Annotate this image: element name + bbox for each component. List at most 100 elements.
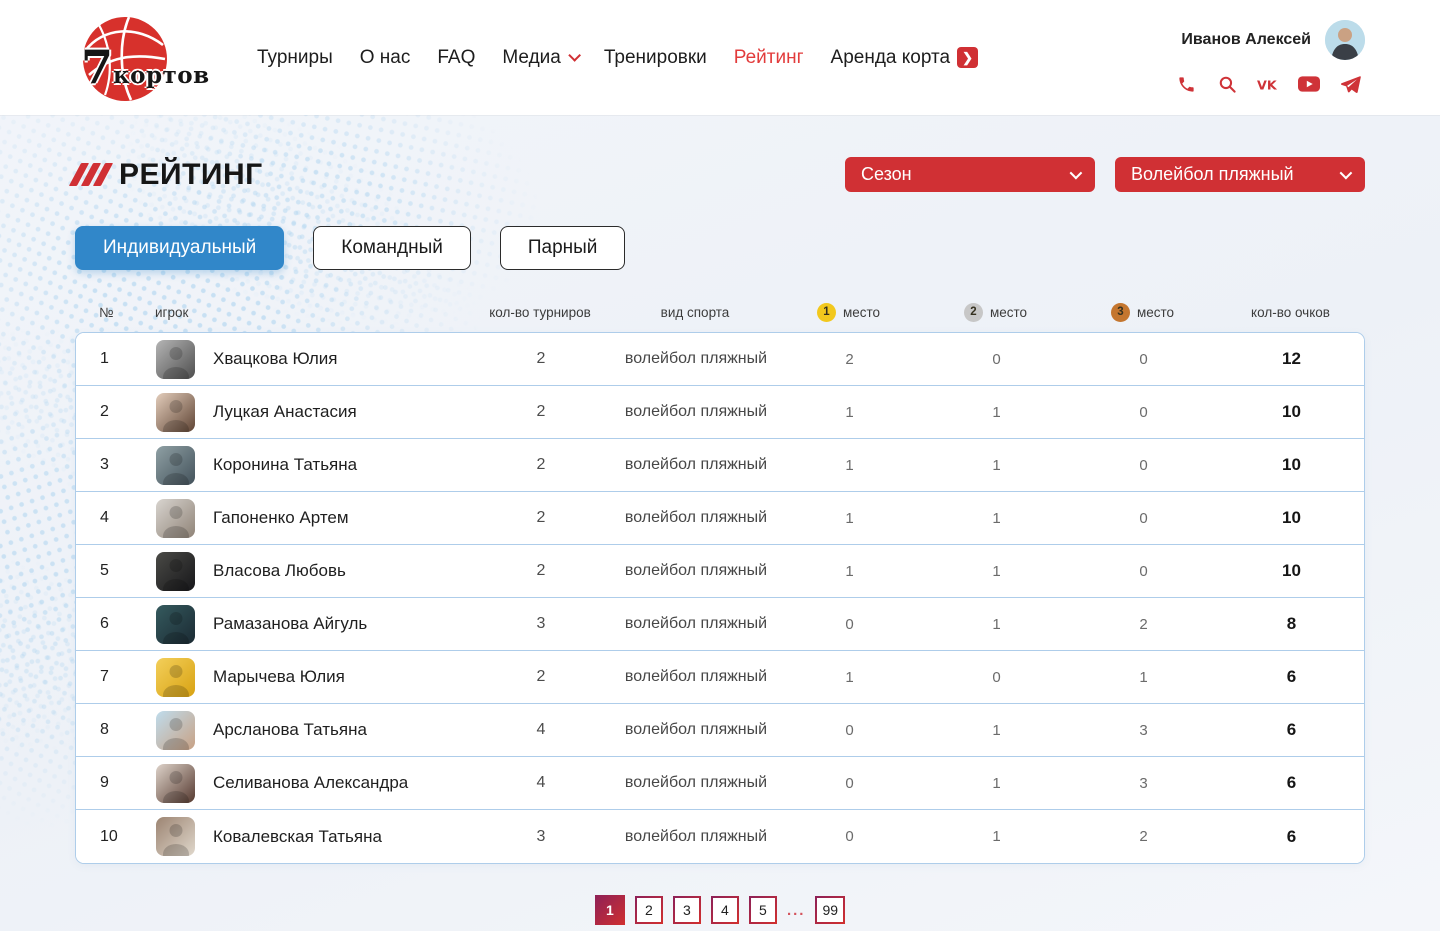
table-row[interactable]: 6 Рамазанова Айгуль 3 волейбол пляжный 0… [76, 598, 1364, 651]
rank-cell: 4 [76, 509, 136, 527]
season-dropdown[interactable]: Сезон [845, 157, 1095, 192]
nav-item-label: Тренировки [604, 47, 707, 69]
second-place-cell: 1 [923, 828, 1070, 845]
pagination-page-1[interactable]: 1 [595, 895, 625, 925]
pagination-page-4[interactable]: 4 [711, 896, 739, 924]
sport-cell: волейбол пляжный [616, 774, 776, 792]
second-place-cell: 0 [923, 669, 1070, 686]
tab-pair[interactable]: Парный [500, 226, 626, 270]
second-place-cell: 1 [923, 616, 1070, 633]
page-title: РЕЙТИНГ [75, 158, 263, 192]
column-header-third-place: 3 место [1069, 303, 1216, 322]
sport-dropdown[interactable]: Волейбол пляжный [1115, 157, 1365, 192]
player-name: Ковалевская Татьяна [213, 827, 382, 847]
nav-item-rating[interactable]: Рейтинг [734, 47, 804, 69]
table-row[interactable]: 10 Ковалевская Татьяна 3 волейбол пляжны… [76, 810, 1364, 863]
second-place-cell: 1 [923, 510, 1070, 527]
youtube-icon[interactable] [1298, 74, 1320, 96]
logo-word: кортов [113, 62, 210, 89]
nav-item-court-rent[interactable]: Аренда корта❯ [831, 47, 979, 69]
first-place-cell: 1 [776, 457, 923, 474]
nav-item-label: Рейтинг [734, 47, 804, 69]
vk-icon[interactable]: VK [1257, 74, 1279, 96]
main-content: РЕЙТИНГ Сезон Волейбол пляжный Индивидуа… [0, 157, 1440, 925]
player-cell: Власова Любовь [136, 552, 466, 591]
tournaments-cell: 3 [466, 828, 616, 846]
page: 7кортов Турниры О нас FAQ Медиа Тренировки Ре… [0, 0, 1440, 931]
first-place-cell: 0 [776, 616, 923, 633]
player-avatar [156, 711, 195, 750]
player-cell: Селиванова Александра [136, 764, 466, 803]
pagination-page-3[interactable]: 3 [673, 896, 701, 924]
player-avatar [156, 764, 195, 803]
column-header-player: игрок [135, 305, 465, 320]
points-cell: 10 [1217, 455, 1365, 475]
logo-text: 7кортов [81, 40, 210, 94]
user-name[interactable]: Иванов Алексей [1181, 31, 1311, 49]
sport-cell: волейбол пляжный [616, 350, 776, 368]
tournaments-cell: 4 [466, 774, 616, 792]
chevron-down-icon [568, 49, 581, 62]
rank-cell: 5 [76, 562, 136, 580]
social-icons-row: VK [1169, 74, 1365, 96]
nav-item-about[interactable]: О нас [360, 47, 411, 69]
nav-item-faq[interactable]: FAQ [437, 47, 475, 69]
avatar-photo-icon [1325, 20, 1365, 60]
third-place-cell: 0 [1070, 457, 1217, 474]
pagination-page-5[interactable]: 5 [749, 896, 777, 924]
sport-cell: волейбол пляжный [616, 828, 776, 846]
sport-dropdown-label: Волейбол пляжный [1131, 164, 1294, 185]
table-row[interactable]: 4 Гапоненко Артем 2 волейбол пляжный 1 1… [76, 492, 1364, 545]
table-row[interactable]: 3 Коронина Татьяна 2 волейбол пляжный 1 … [76, 439, 1364, 492]
player-name: Коронина Татьяна [213, 455, 357, 475]
sport-cell: волейбол пляжный [616, 668, 776, 686]
gold-medal-icon: 1 [817, 303, 836, 322]
title-slashes-icon [75, 163, 107, 186]
sport-cell: волейбол пляжный [616, 509, 776, 527]
tab-individual[interactable]: Индивидуальный [75, 226, 284, 270]
player-cell: Гапоненко Артем [136, 499, 466, 538]
logo[interactable]: 7кортов [75, 10, 195, 106]
sport-cell: волейбол пляжный [616, 721, 776, 739]
table-row[interactable]: 9 Селиванова Александра 4 волейбол пляжн… [76, 757, 1364, 810]
user-area: Иванов Алексей VK [1169, 20, 1365, 96]
tab-team[interactable]: Командный [313, 226, 471, 270]
nav-item-label: О нас [360, 47, 411, 69]
nav-item-trainings[interactable]: Тренировки [604, 47, 707, 69]
search-icon[interactable] [1216, 74, 1238, 96]
phone-icon[interactable] [1175, 74, 1197, 96]
bronze-medal-icon: 3 [1111, 303, 1130, 322]
nav-item-tournaments[interactable]: Турниры [257, 47, 333, 69]
pagination-page-2[interactable]: 2 [635, 896, 663, 924]
tournaments-cell: 2 [466, 562, 616, 580]
svg-text:VK: VK [1257, 77, 1278, 92]
rank-cell: 3 [76, 456, 136, 474]
table-row[interactable]: 2 Луцкая Анастасия 2 волейбол пляжный 1 … [76, 386, 1364, 439]
season-dropdown-label: Сезон [861, 164, 912, 185]
first-place-cell: 0 [776, 828, 923, 845]
player-cell: Коронина Татьяна [136, 446, 466, 485]
pagination: 12345...99 [75, 895, 1365, 925]
points-cell: 6 [1217, 773, 1365, 793]
sport-cell: волейбол пляжный [616, 615, 776, 633]
player-avatar [156, 658, 195, 697]
user-avatar[interactable] [1325, 20, 1365, 60]
telegram-icon[interactable] [1339, 74, 1361, 96]
table-row[interactable]: 7 Марычева Юлия 2 волейбол пляжный 1 0 1… [76, 651, 1364, 704]
nav-item-label: Турниры [257, 47, 333, 69]
nav-item-label: FAQ [437, 47, 475, 69]
pagination-page-99[interactable]: 99 [815, 896, 845, 924]
third-place-cell: 0 [1070, 351, 1217, 368]
third-place-cell: 0 [1070, 510, 1217, 527]
first-place-label: место [843, 305, 880, 320]
tournaments-cell: 2 [466, 403, 616, 421]
first-place-cell: 2 [776, 351, 923, 368]
table-row[interactable]: 1 Хвацкова Юлия 2 волейбол пляжный 2 0 0… [76, 333, 1364, 386]
nav-item-label: Аренда корта [831, 47, 951, 69]
table-row[interactable]: 8 Арсланова Татьяна 4 волейбол пляжный 0… [76, 704, 1364, 757]
nav-item-media[interactable]: Медиа [502, 47, 576, 69]
second-place-label: место [990, 305, 1027, 320]
table-row[interactable]: 5 Власова Любовь 2 волейбол пляжный 1 1 … [76, 545, 1364, 598]
points-cell: 8 [1217, 614, 1365, 634]
tournaments-cell: 4 [466, 721, 616, 739]
